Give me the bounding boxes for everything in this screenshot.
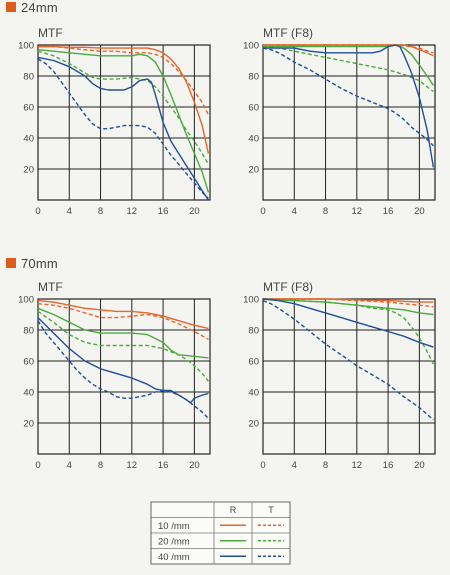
x-tick-label: 12 [352,460,363,471]
y-tick-label: 100 [243,41,259,52]
y-tick-label: 40 [248,388,259,399]
series-10-per-mm-tangential [37,303,209,340]
series-40-per-mm-radial [37,56,209,201]
chart-70mm-mtf-f8: MTF (F8) 20 40 60 80 100 0 4 8 12 16 20 [243,280,436,471]
chart-title: MTF (F8) [263,26,313,40]
y-tick-label: 60 [23,103,34,114]
x-tick-label: 16 [158,206,169,217]
x-tick-label: 0 [35,206,40,217]
legend-label: 10 /mm [158,521,190,532]
x-tick-label: 0 [35,460,40,471]
section-marker [6,2,16,12]
grid [37,44,211,201]
y-tick-label: 20 [248,165,259,176]
section-title-70mm: 70mm [21,255,58,271]
x-tick-label: 8 [98,460,103,471]
x-tick-label: 20 [414,460,425,471]
series-40-per-mm-tangential [262,299,434,421]
y-tick-label: 40 [23,134,34,145]
plot-frame [37,44,211,201]
y-tick-label: 60 [248,103,259,114]
series-20-per-mm-radial [37,49,210,193]
series-40-per-mm-radial [262,298,434,348]
x-tick-label: 12 [127,206,138,217]
y-tick-label: 40 [248,134,259,145]
y-tick-label: 60 [248,357,259,368]
x-tick-label: 16 [383,460,394,471]
chart-24mm-mtf-f8: MTF (F8) 20 40 60 80 100 0 4 8 12 16 20 [243,26,436,217]
y-tick-label: 20 [23,165,34,176]
legend-label: 20 /mm [158,536,190,547]
y-tick-label: 40 [23,388,34,399]
section-header-70mm: 70mm [6,255,58,271]
plot-frame [262,298,436,455]
chart-24mm-mtf: MTF 20 40 60 80 100 0 4 8 12 16 20 [18,26,211,217]
x-tick-label: 8 [323,460,328,471]
series-40-per-mm-tangential [262,47,434,147]
series-40-per-mm-radial [37,317,209,404]
series-10-per-mm-tangential [263,298,434,308]
y-tick-label: 100 [243,295,259,306]
x-tick-label: 4 [67,460,72,471]
series-20-per-mm-tangential [262,298,435,365]
section-header-24mm: 24mm [6,0,58,15]
y-tick-label: 80 [248,326,259,337]
x-tick-label: 8 [323,206,328,217]
section-title-24mm: 24mm [21,0,58,15]
chart-title: MTF [38,26,63,40]
x-tick-label: 16 [383,206,394,217]
series-20-per-mm-tangential [37,50,210,165]
chart-70mm-mtf: MTF 20 40 60 80 100 0 4 8 12 16 20 [18,280,211,471]
y-tick-label: 80 [23,326,34,337]
series-40-per-mm-tangential [37,320,209,419]
y-tick-label: 20 [248,419,259,430]
y-tick-label: 20 [23,419,34,430]
series-20-per-mm-tangential [37,310,209,382]
plot-frame [37,298,211,455]
legend-label: 40 /mm [158,552,190,563]
x-tick-label: 4 [67,206,72,217]
y-tick-label: 100 [18,295,34,306]
grid [37,298,211,455]
x-tick-label: 20 [189,460,200,471]
x-tick-label: 12 [352,206,363,217]
series-10-per-mm-tangential [38,45,210,116]
legend-header-r: R [230,505,237,515]
legend-header-t: T [268,505,274,515]
series-10-per-mm-radial [263,298,434,303]
x-tick-label: 0 [260,206,265,217]
y-tick-label: 80 [23,72,34,83]
x-tick-label: 0 [260,460,265,471]
series-20-per-mm-radial [37,307,209,359]
series-40-per-mm-radial [263,44,435,168]
x-tick-label: 20 [189,206,200,217]
legend-table: R T 10 /mm 20 /mm 40 /mm [150,501,291,565]
x-tick-label: 16 [158,460,169,471]
series-40-per-mm-tangential [37,58,209,199]
x-tick-label: 12 [127,460,138,471]
series-20-per-mm-tangential [262,45,434,93]
chart-title: MTF [38,280,63,294]
section-marker [6,258,16,268]
chart-title: MTF (F8) [263,280,313,294]
y-tick-label: 80 [248,72,259,83]
y-tick-label: 60 [23,357,34,368]
y-tick-label: 100 [18,41,34,52]
x-tick-label: 8 [98,206,103,217]
x-tick-label: 4 [292,460,297,471]
grid [262,298,436,455]
series-10-per-mm-radial [37,299,209,330]
x-tick-label: 4 [292,206,297,217]
x-tick-label: 20 [414,206,425,217]
series-10-per-mm-radial [38,45,210,154]
